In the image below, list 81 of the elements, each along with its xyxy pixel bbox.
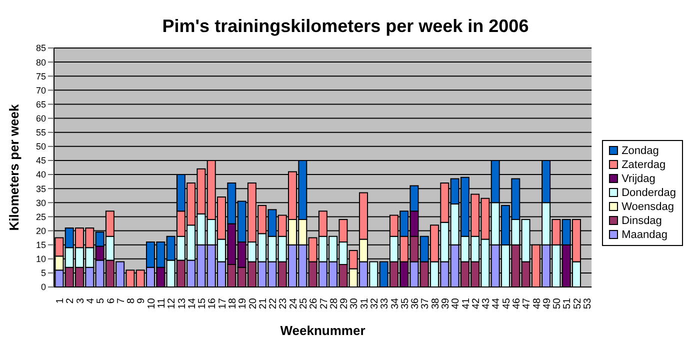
legend-label: Donderdag — [622, 186, 676, 200]
x-tick-label: 23 — [278, 298, 290, 310]
legend-label: Maandag — [622, 228, 668, 242]
x-tick-label: 37 — [420, 298, 432, 310]
x-tick-label: 45 — [501, 298, 512, 310]
y-tick-label: 20 — [36, 226, 46, 236]
x-tick-label: 4 — [86, 298, 96, 304]
x-tick-label: 8 — [126, 298, 138, 304]
x-tick-label: 3 — [75, 298, 86, 304]
x-tick-label: 27 — [318, 298, 330, 310]
x-tick-label: 35 — [400, 298, 411, 310]
x-tick-label: 48 — [532, 298, 543, 310]
y-tick-label: 15 — [36, 240, 46, 250]
x-tick-label: 39 — [440, 298, 452, 310]
x-tick-label: 20 — [248, 298, 259, 310]
legend-label: Zondag — [622, 144, 659, 158]
x-tick-label: 41 — [460, 298, 472, 310]
y-tick-label: 65 — [36, 99, 46, 110]
y-tick-label: 35 — [36, 184, 46, 194]
x-tick-label: 46 — [511, 298, 522, 310]
y-tick-label: 0 — [40, 282, 46, 292]
x-tick-label: 19 — [238, 298, 249, 310]
x-tick-label: 31 — [359, 298, 370, 310]
x-axis-title: Weeknummer — [280, 323, 366, 338]
x-tick-label: 11 — [156, 298, 168, 308]
legend-label: Vrijdag — [622, 172, 656, 186]
y-tick-label: 70 — [36, 85, 46, 96]
x-tick-label: 14 — [186, 298, 198, 310]
x-tick-label: 44 — [491, 298, 502, 310]
y-tick-label: 5 — [40, 268, 46, 278]
x-tick-label: 17 — [217, 298, 228, 310]
x-tick-label: 22 — [268, 298, 280, 310]
x-tick-label: 33 — [380, 298, 391, 310]
x-tick-label: 2 — [65, 298, 76, 304]
x-tick-label: 28 — [328, 298, 340, 310]
y-axis-title: Kilometers per week — [6, 104, 22, 231]
x-tick-label: 40 — [450, 298, 462, 310]
x-tick-label: 30 — [349, 298, 360, 310]
y-tick-label: 60 — [36, 113, 46, 124]
y-tick-label: 40 — [36, 170, 46, 180]
y-tick-label: 55 — [36, 128, 46, 138]
legend-label: Dinsdag — [622, 214, 662, 228]
x-tick-label: 12 — [166, 298, 178, 310]
y-tick-label: 75 — [36, 71, 46, 82]
x-tick-label: 51 — [562, 298, 574, 310]
y-tick-label: 30 — [36, 198, 46, 208]
x-tick-label: 36 — [410, 298, 422, 310]
y-tick-label: 10 — [36, 254, 46, 264]
x-tick-label: 10 — [146, 298, 158, 310]
x-tick-label: 15 — [197, 298, 208, 310]
y-tick-label: 45 — [36, 156, 46, 166]
x-tick-label: 24 — [288, 298, 300, 310]
x-tick-label: 5 — [96, 298, 107, 304]
x-tick-label: 16 — [207, 298, 218, 310]
x-tick-label: 13 — [176, 298, 188, 310]
x-tick-label: 42 — [470, 298, 482, 310]
x-tick-label: 1 — [55, 298, 66, 304]
x-tick-label: 50 — [552, 298, 564, 310]
y-tick-label: 50 — [36, 142, 46, 152]
x-tick-label: 34 — [390, 298, 401, 310]
x-tick-label: 43 — [481, 298, 492, 310]
x-tick-label: 9 — [136, 298, 148, 304]
x-tick-label: 25 — [298, 298, 310, 310]
x-tick-label: 47 — [522, 298, 533, 310]
chart-title: Pim's trainingskilometers per week in 2006 — [161, 16, 530, 37]
x-tick-label: 18 — [227, 298, 238, 310]
legend-label: Woensdag — [622, 200, 674, 214]
x-tick-label: 21 — [258, 298, 269, 310]
x-tick-label: 26 — [308, 298, 320, 310]
x-tick-label: 7 — [116, 298, 127, 304]
y-tick-label: 85 — [36, 43, 46, 54]
y-tick-label: 25 — [36, 212, 46, 222]
x-tick-label: 38 — [430, 298, 442, 310]
x-tick-label: 53 — [582, 298, 594, 310]
legend-label: Zaterdag — [622, 158, 666, 172]
x-tick-label: 49 — [542, 298, 553, 310]
x-tick-label: 29 — [339, 298, 350, 310]
x-tick-label: 32 — [369, 298, 380, 310]
x-tick-label: 6 — [106, 298, 117, 304]
y-tick-label: 80 — [36, 57, 46, 68]
x-tick-label: 52 — [572, 298, 584, 310]
